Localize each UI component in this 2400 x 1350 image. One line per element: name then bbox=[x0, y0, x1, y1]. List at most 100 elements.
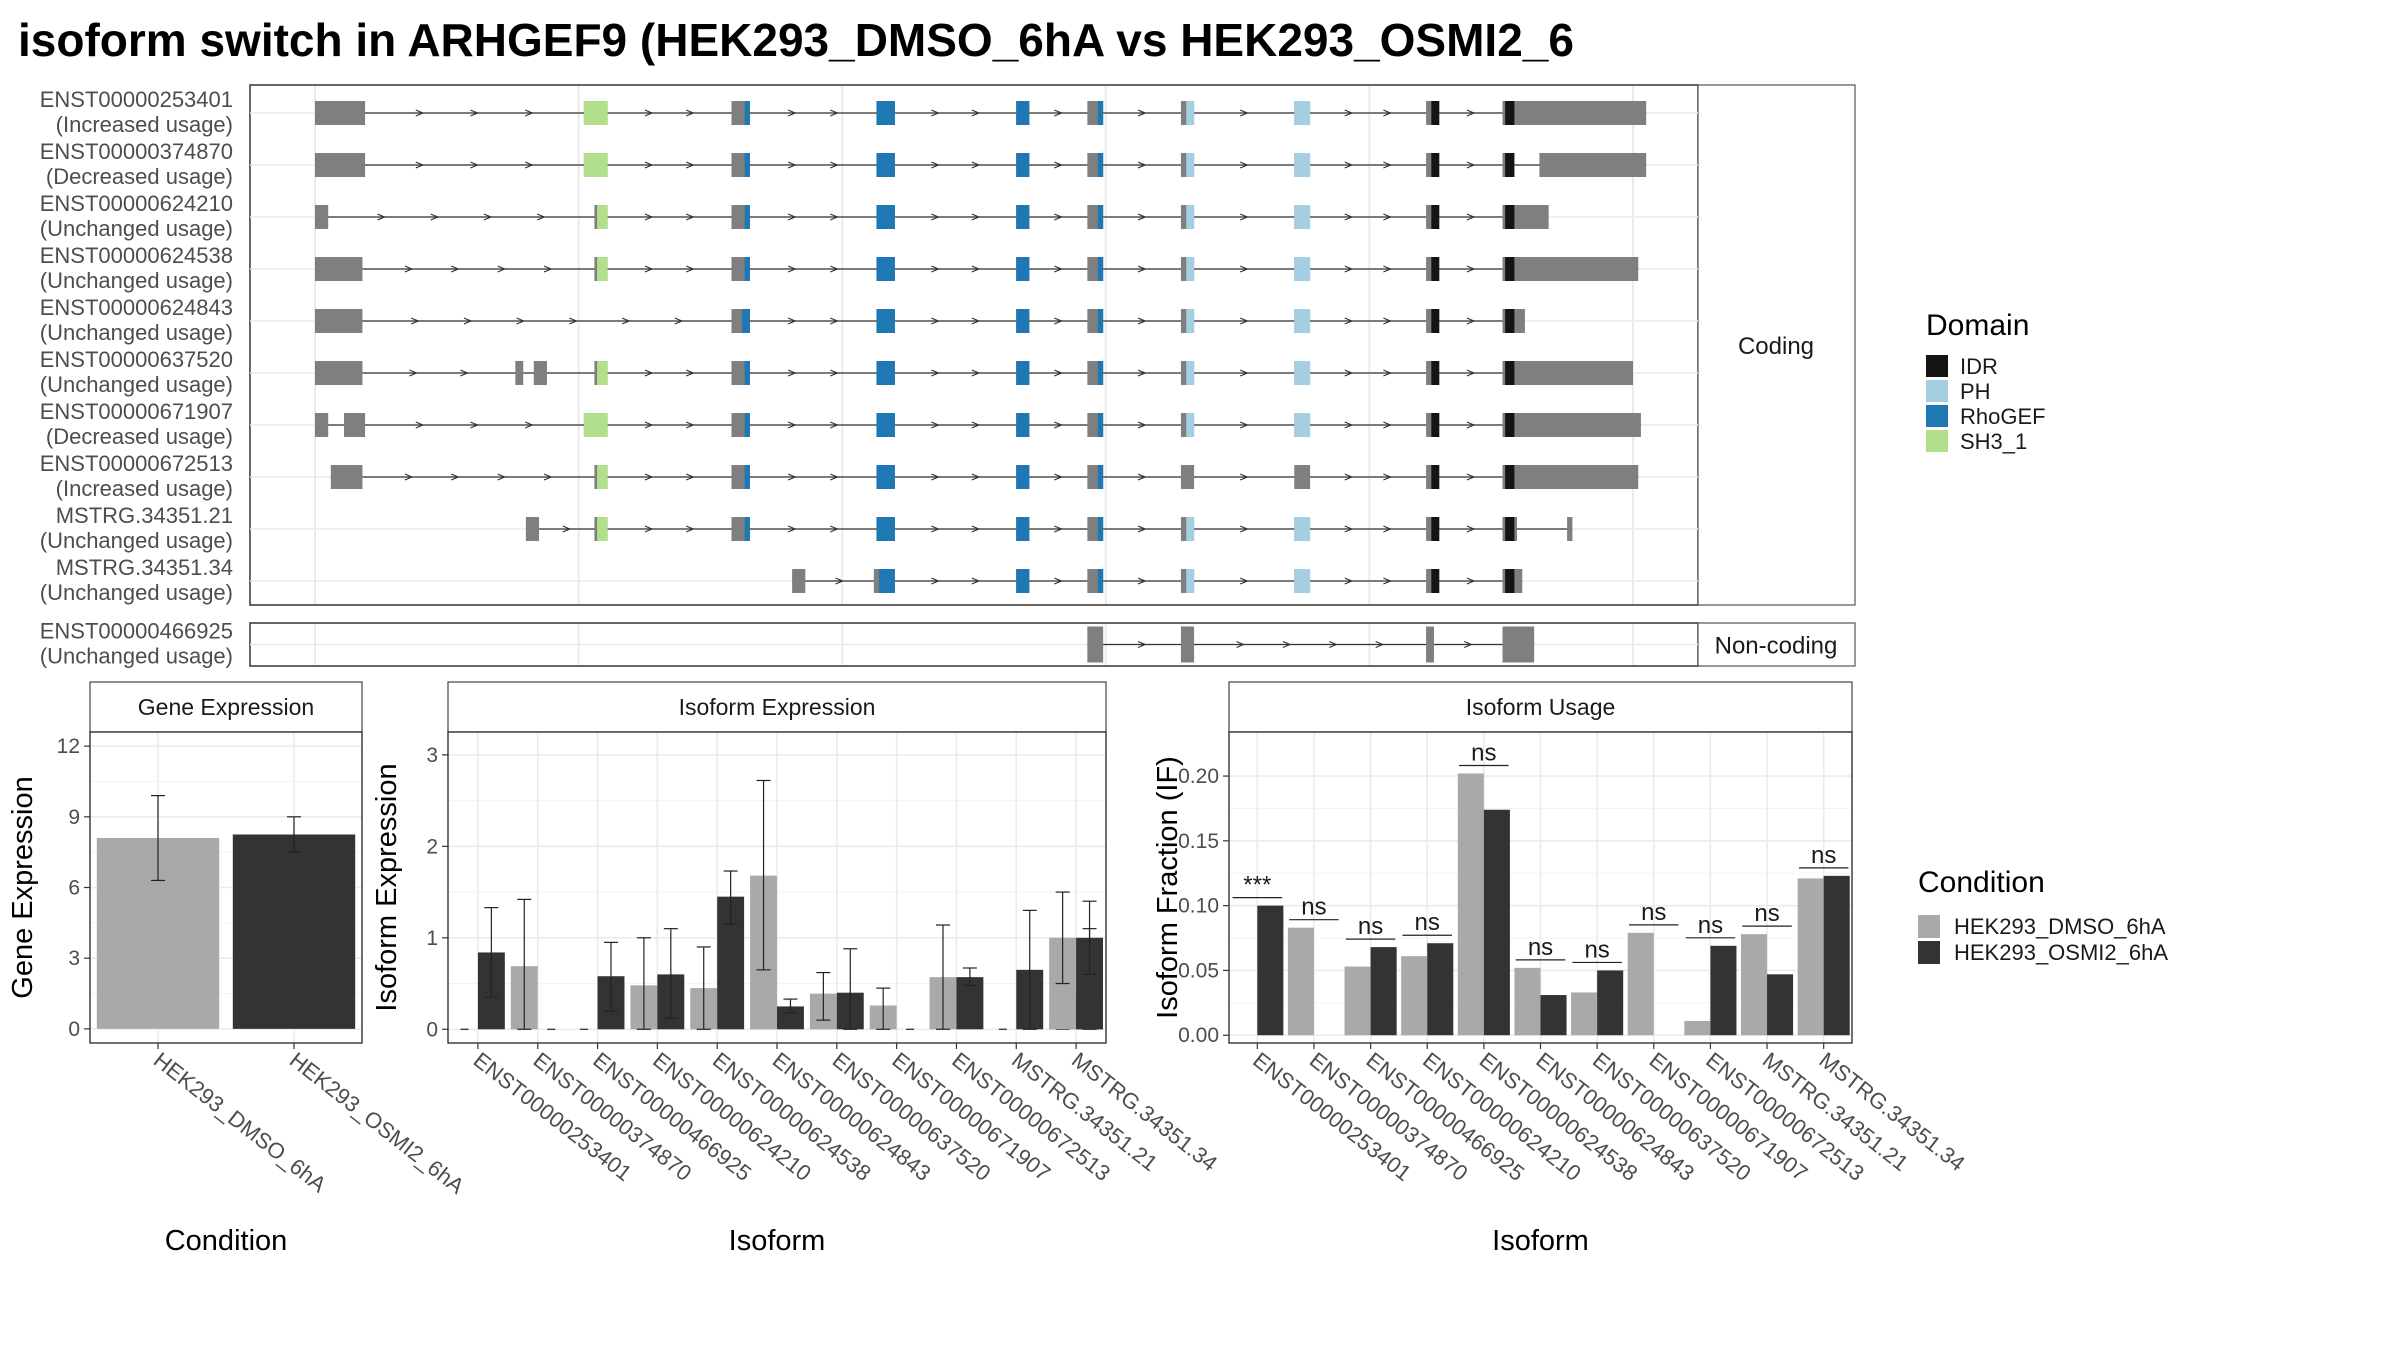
intron-arrow bbox=[931, 421, 940, 429]
intron-arrow bbox=[1054, 317, 1063, 325]
intron-arrow bbox=[460, 369, 469, 377]
intron-arrow bbox=[830, 421, 839, 429]
intron-arrow bbox=[787, 109, 797, 117]
domain-ph bbox=[1294, 361, 1311, 385]
intron-arrow bbox=[1137, 421, 1147, 429]
bar bbox=[1370, 947, 1397, 1036]
significance-label: ns bbox=[1584, 936, 1609, 963]
intron-arrow bbox=[931, 213, 940, 221]
intron-arrow bbox=[1344, 317, 1354, 325]
intron-arrow bbox=[931, 525, 940, 533]
transcript-usage-label: (Unchanged usage) bbox=[40, 268, 233, 293]
intron-arrow bbox=[830, 525, 839, 533]
intron-arrow bbox=[931, 577, 940, 585]
domain-rhogef bbox=[1016, 569, 1030, 593]
intron-arrow bbox=[1383, 369, 1392, 377]
coding-transcript-row: ENST00000374870(Decreased usage) bbox=[40, 139, 1698, 189]
domain-rhogef bbox=[876, 413, 895, 437]
domain-sh3-1 bbox=[597, 361, 608, 385]
domain-ph bbox=[1186, 205, 1195, 229]
condition-legend-label: HEK293_DMSO_6hA bbox=[1954, 914, 2166, 939]
intron-arrow bbox=[830, 473, 839, 481]
intron-arrow bbox=[1239, 213, 1249, 221]
domain-rhogef bbox=[1097, 205, 1104, 229]
intron-arrow bbox=[1466, 265, 1476, 273]
domain-ph bbox=[1294, 309, 1311, 333]
exon-block bbox=[315, 101, 366, 125]
plot-border bbox=[89, 731, 363, 1044]
bar bbox=[1483, 809, 1510, 1036]
intron-arrow bbox=[1383, 317, 1392, 325]
coding-strip bbox=[1697, 84, 1856, 606]
bar bbox=[1514, 967, 1541, 1036]
bar bbox=[232, 834, 356, 1029]
intron-arrow bbox=[1054, 369, 1063, 377]
y-axis-title: Gene Expression bbox=[7, 776, 39, 998]
bar bbox=[1427, 943, 1454, 1036]
intron-arrow bbox=[409, 369, 418, 377]
intron-arrow bbox=[1137, 265, 1147, 273]
intron-arrow bbox=[430, 213, 440, 221]
intron-arrow bbox=[1236, 640, 1246, 649]
coding-transcript-row: MSTRG.34351.34(Unchanged usage) bbox=[40, 555, 1698, 605]
exon-block bbox=[1087, 626, 1104, 663]
domain-rhogef bbox=[876, 309, 895, 333]
intron-arrow bbox=[1344, 525, 1354, 533]
domain-idr bbox=[1505, 361, 1515, 385]
domain-rhogef bbox=[744, 413, 750, 437]
exon-block bbox=[1502, 361, 1633, 385]
x-axis-title: Isoform bbox=[729, 1225, 826, 1257]
domain-sh3-1 bbox=[597, 465, 608, 489]
significance-label: ns bbox=[1528, 934, 1553, 961]
y-tick-label: 0.10 bbox=[1178, 895, 1219, 918]
intron-arrow bbox=[931, 109, 940, 117]
intron-arrow bbox=[450, 265, 460, 273]
intron-arrow bbox=[1375, 640, 1385, 649]
intron-arrow bbox=[1054, 161, 1063, 169]
isoform-usage-panel: Isoform Usage 0.00 0.05 0.10 0.15 0.20 *** ns ns… bbox=[1152, 681, 1970, 1257]
bar bbox=[1627, 932, 1654, 1036]
intron-arrow bbox=[787, 473, 797, 481]
domain-idr bbox=[1505, 153, 1515, 177]
domain-legend-swatch bbox=[1926, 355, 1948, 377]
domain-rhogef bbox=[876, 101, 895, 125]
transcript-usage-label: (Increased usage) bbox=[56, 112, 233, 137]
intron-arrow bbox=[1383, 473, 1392, 481]
intron-arrow bbox=[1344, 265, 1354, 273]
transcript-id-label: ENST00000624538 bbox=[40, 243, 233, 268]
domain-rhogef bbox=[1016, 361, 1030, 385]
bar bbox=[1287, 927, 1314, 1036]
domain-ph bbox=[1186, 569, 1195, 593]
coding-transcript-row: ENST00000624210(Unchanged usage) bbox=[40, 191, 1698, 241]
intron-arrow bbox=[1344, 213, 1354, 221]
y-tick-label: 0.05 bbox=[1178, 959, 1219, 982]
bar bbox=[1823, 875, 1850, 1036]
intron-arrow bbox=[543, 473, 553, 481]
domain-idr bbox=[1505, 309, 1515, 333]
y-tick-label: 6 bbox=[68, 877, 80, 900]
domain-rhogef bbox=[879, 569, 895, 593]
exon-block bbox=[315, 361, 363, 385]
domain-rhogef bbox=[1016, 413, 1030, 437]
exon-block bbox=[525, 517, 540, 541]
intron-arrow bbox=[463, 317, 473, 325]
domain-rhogef bbox=[1097, 517, 1104, 541]
intron-arrow bbox=[1054, 213, 1063, 221]
intron-arrow bbox=[1137, 161, 1147, 169]
y-tick-label: 0 bbox=[68, 1018, 80, 1041]
intron-arrow bbox=[1383, 265, 1392, 273]
intron-arrow bbox=[1466, 421, 1476, 429]
panel-strip bbox=[1228, 681, 1853, 733]
intron-arrow bbox=[1137, 109, 1147, 117]
domain-ph bbox=[1294, 569, 1311, 593]
intron-arrow bbox=[415, 161, 425, 169]
bar bbox=[1540, 995, 1567, 1036]
transcript-id-label: ENST00000672513 bbox=[40, 451, 233, 476]
domain-rhogef bbox=[744, 205, 750, 229]
domain-ph bbox=[1294, 413, 1311, 437]
coding-transcript-row: ENST00000672513(Increased usage) bbox=[40, 451, 1698, 501]
transcript-id-label: ENST00000374870 bbox=[40, 139, 233, 164]
domain-idr bbox=[1431, 309, 1440, 333]
intron-arrow bbox=[1239, 109, 1249, 117]
panel-strip-title: Isoform Usage bbox=[1466, 694, 1616, 720]
